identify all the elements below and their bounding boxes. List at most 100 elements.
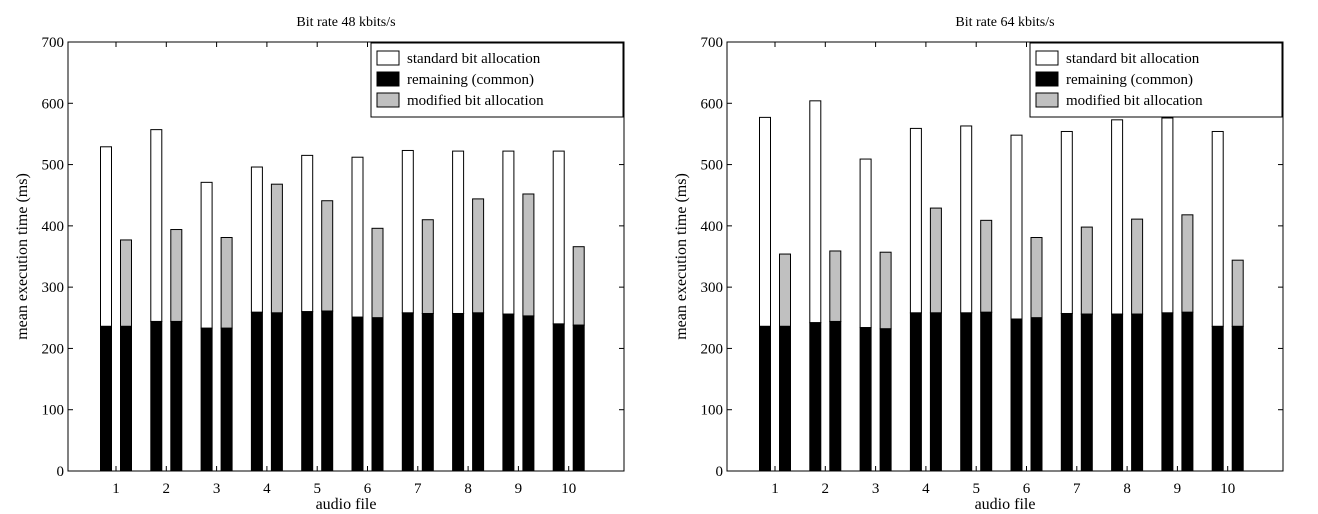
bar-common xyxy=(220,327,233,472)
bar-common xyxy=(909,312,922,472)
x-tick-label: 5 xyxy=(972,481,980,497)
bar-modified xyxy=(321,200,334,312)
bar-common xyxy=(809,322,822,472)
bar-standard xyxy=(452,150,465,314)
bar-common xyxy=(759,325,771,472)
y-tick-label: 500 xyxy=(42,158,65,174)
legend-swatch-standard xyxy=(1035,50,1059,66)
y-tick-label: 400 xyxy=(42,219,65,235)
bar-modified xyxy=(980,219,993,313)
x-tick-label: 7 xyxy=(414,481,422,497)
bar-common xyxy=(779,325,791,472)
x-axis-title: audio file xyxy=(316,496,377,513)
bar-modified xyxy=(270,183,283,314)
x-tick-label: 9 xyxy=(515,481,523,497)
bar-common xyxy=(270,312,283,472)
bar-common xyxy=(859,327,872,472)
x-tick-label: 3 xyxy=(872,481,880,497)
bar-common xyxy=(960,312,973,472)
bar-standard xyxy=(150,129,163,322)
legend: standard bit allocation remaining (common… xyxy=(370,42,624,118)
bar-common xyxy=(321,310,334,472)
x-tick-label: 10 xyxy=(561,481,576,497)
bar-common xyxy=(351,316,364,472)
y-tick-label: 300 xyxy=(42,280,65,296)
bar-common xyxy=(1161,312,1174,472)
legend-swatch-modified xyxy=(376,92,400,108)
bar-common xyxy=(401,312,414,472)
bar-common xyxy=(1211,325,1224,472)
bar-modified xyxy=(170,229,183,322)
bar-modified xyxy=(1131,218,1144,315)
x-tick-label: 9 xyxy=(1174,481,1182,497)
bar-modified xyxy=(779,253,791,327)
x-tick-label: 4 xyxy=(263,481,271,497)
bar-standard xyxy=(909,127,922,314)
x-tick-label: 7 xyxy=(1073,481,1081,497)
legend-box xyxy=(370,42,624,118)
bar-standard xyxy=(759,116,771,327)
y-tick-label: 600 xyxy=(701,96,724,112)
chart-title: Bit rate 48 kbits/s xyxy=(296,15,395,30)
bar-modified xyxy=(421,219,434,314)
x-tick-label: 6 xyxy=(364,481,372,497)
bar-common xyxy=(1030,317,1043,472)
bar-standard xyxy=(1010,134,1023,320)
bar-common xyxy=(170,320,183,472)
bar-standard xyxy=(502,150,515,315)
bar-common xyxy=(552,323,565,472)
bar-modified xyxy=(829,250,842,322)
bar-standard xyxy=(859,158,872,329)
bar-common xyxy=(980,311,993,472)
y-tick-label: 500 xyxy=(701,158,724,174)
y-tick-label: 700 xyxy=(42,35,65,51)
bar-common xyxy=(502,313,515,472)
bar-modified xyxy=(929,207,942,314)
bar-modified xyxy=(572,246,585,326)
x-tick-label: 6 xyxy=(1023,481,1031,497)
bar-common xyxy=(452,312,465,472)
bar-common xyxy=(1181,311,1194,472)
bar-modified xyxy=(120,239,132,327)
legend-label: remaining (common) xyxy=(1066,72,1193,88)
plot-frame xyxy=(726,41,1284,472)
bar-common xyxy=(1111,313,1124,472)
bar-common xyxy=(1231,325,1244,472)
bar-standard xyxy=(960,125,973,314)
x-axis-title: audio file xyxy=(975,496,1036,513)
x-tick-label: 2 xyxy=(822,481,830,497)
bar-standard xyxy=(250,166,263,313)
bar-modified xyxy=(1080,226,1093,315)
y-tick-label: 700 xyxy=(701,35,724,51)
y-tick-label: 100 xyxy=(42,403,65,419)
bar-standard xyxy=(301,154,314,313)
x-tick-label: 8 xyxy=(1123,481,1131,497)
legend-label: remaining (common) xyxy=(407,72,534,88)
legend-swatch-modified xyxy=(1035,92,1059,108)
bar-modified xyxy=(879,251,892,330)
bar-standard xyxy=(1161,117,1174,314)
bar-common xyxy=(1010,318,1023,472)
legend: standard bit allocation remaining (common… xyxy=(1029,42,1283,118)
bar-common xyxy=(829,320,842,472)
chart-title: Bit rate 64 kbits/s xyxy=(955,15,1054,30)
x-tick-label: 5 xyxy=(313,481,321,497)
bar-modified xyxy=(1231,259,1244,327)
chart-bitrate-48: 0 100 200 300 400 500 600 700 1 2 3 4 5 6 7 8 9 10 Bit rat… xyxy=(14,15,625,513)
y-axis-title: mean execution time (ms) xyxy=(14,173,31,340)
legend-label: standard bit allocation xyxy=(407,51,541,67)
bar-common xyxy=(120,325,132,472)
bar-modified xyxy=(1181,214,1194,313)
bar-common xyxy=(200,327,213,472)
bar-standard xyxy=(552,150,565,325)
bar-standard xyxy=(1111,119,1124,315)
x-tick-label: 4 xyxy=(922,481,930,497)
bar-common xyxy=(100,325,112,472)
bar-common xyxy=(522,315,535,472)
bar-common xyxy=(250,311,263,472)
x-tick-label: 1 xyxy=(112,481,120,497)
x-tick-label: 1 xyxy=(771,481,779,497)
chart-bitrate-64: 0 100 200 300 400 500 600 700 1 2 3 4 5 6 7 8 9 10 Bit rat… xyxy=(673,15,1284,513)
bar-standard xyxy=(200,181,213,329)
legend-label: modified bit allocation xyxy=(407,93,544,109)
